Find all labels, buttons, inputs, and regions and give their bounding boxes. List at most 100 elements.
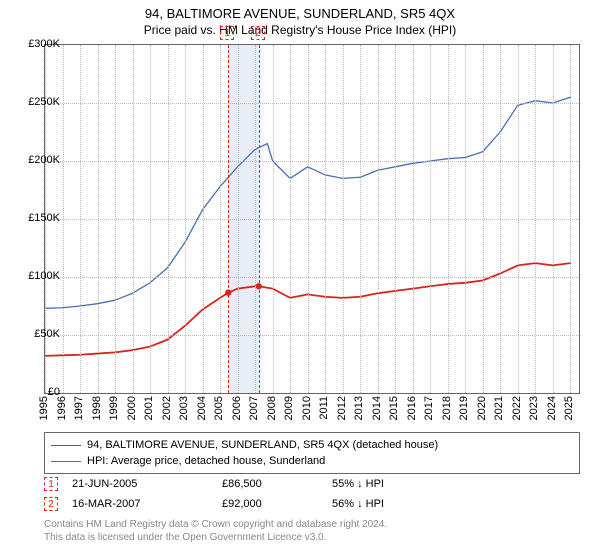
gridline-v [413, 45, 414, 393]
title-area: 94, BALTIMORE AVENUE, SUNDERLAND, SR5 4Q… [0, 0, 600, 37]
ytick-label: £200K [28, 154, 60, 166]
xtick-label: 2019 [458, 396, 470, 420]
xtick-label: 2005 [213, 396, 225, 420]
xtick-label: 1999 [108, 396, 120, 420]
gridline-v [115, 45, 116, 393]
gridline-h [45, 277, 579, 278]
sales-table: 1 21-JUN-2005£86,50055% ↓ HPI 2 16-MAR-2007… [44, 474, 580, 514]
xtick-label: 2007 [248, 396, 260, 420]
gridline-v [185, 45, 186, 393]
gridline-v [483, 45, 484, 393]
chart-title: 94, BALTIMORE AVENUE, SUNDERLAND, SR5 4Q… [0, 6, 600, 21]
sales-row-date: 21-JUN-2005 [72, 478, 222, 490]
gridline-v [570, 45, 571, 393]
gridline-v [360, 45, 361, 393]
xtick-label: 2021 [493, 396, 505, 420]
gridline-v [325, 45, 326, 393]
sales-row-marker: 1 [44, 477, 58, 491]
sale-marker-number: 2 [251, 26, 265, 40]
legend-swatch [51, 461, 81, 462]
sale-marker-line [259, 45, 260, 393]
xtick-label: 2004 [196, 396, 208, 420]
xtick-label: 2010 [301, 396, 313, 420]
attribution: Contains HM Land Registry data © Crown c… [44, 518, 580, 544]
legend-item: HPI: Average price, detached house, Sund… [51, 453, 573, 469]
ytick-label: £250K [28, 96, 60, 108]
gridline-v [553, 45, 554, 393]
xtick-label: 2009 [283, 396, 295, 420]
gridline-v [343, 45, 344, 393]
xtick-label: 2012 [336, 396, 348, 420]
sale-marker-line [228, 45, 229, 393]
sales-row-price: £86,500 [222, 478, 332, 490]
gridline-v [255, 45, 256, 393]
gridline-v [98, 45, 99, 393]
gridline-v [203, 45, 204, 393]
xtick-label: 2014 [371, 396, 383, 420]
xtick-label: 1998 [91, 396, 103, 420]
gridline-v [430, 45, 431, 393]
xtick-label: 2024 [546, 396, 558, 420]
gridline-v [63, 45, 64, 393]
ytick-label: £150K [28, 212, 60, 224]
legend-label: HPI: Average price, detached house, Sund… [87, 455, 325, 467]
xtick-label: 2013 [353, 396, 365, 420]
sales-row: 2 16-MAR-2007£92,00056% ↓ HPI [44, 494, 580, 514]
sales-row-pct: 55% ↓ HPI [332, 478, 482, 490]
gridline-h [45, 161, 579, 162]
ytick-label: £50K [34, 328, 60, 340]
ytick-label: £100K [28, 270, 60, 282]
xtick-label: 2011 [318, 396, 330, 420]
gridline-h [45, 335, 579, 336]
xtick-label: 1997 [73, 396, 85, 420]
legend-item: 94, BALTIMORE AVENUE, SUNDERLAND, SR5 4Q… [51, 437, 573, 453]
gridline-v [500, 45, 501, 393]
gridline-h [45, 103, 579, 104]
gridline-v [518, 45, 519, 393]
xtick-label: 2016 [406, 396, 418, 420]
xtick-label: 2025 [563, 396, 575, 420]
xtick-label: 2017 [423, 396, 435, 420]
gridline-v [378, 45, 379, 393]
xtick-label: 2006 [231, 396, 243, 420]
sale-marker-number: 1 [220, 26, 234, 40]
gridline-v [535, 45, 536, 393]
gridline-v [238, 45, 239, 393]
gridline-v [395, 45, 396, 393]
plot-area [44, 44, 580, 394]
xtick-label: 2000 [126, 396, 138, 420]
gridline-v [273, 45, 274, 393]
sales-row-price: £92,000 [222, 498, 332, 510]
gridline-v [220, 45, 221, 393]
xtick-label: 2018 [441, 396, 453, 420]
attribution-line-2: This data is licensed under the Open Gov… [44, 531, 580, 544]
sales-row: 1 21-JUN-2005£86,50055% ↓ HPI [44, 474, 580, 494]
ytick-label: £300K [28, 38, 60, 50]
xtick-label: 1996 [56, 396, 68, 420]
attribution-line-1: Contains HM Land Registry data © Crown c… [44, 518, 580, 531]
xtick-label: 2020 [476, 396, 488, 420]
gridline-v [133, 45, 134, 393]
gridline-h [45, 219, 579, 220]
gridline-v [448, 45, 449, 393]
xtick-label: 1995 [38, 396, 50, 420]
xtick-label: 2003 [178, 396, 190, 420]
gridline-v [168, 45, 169, 393]
gridline-v [465, 45, 466, 393]
xtick-label: 2022 [511, 396, 523, 420]
chart-container: 94, BALTIMORE AVENUE, SUNDERLAND, SR5 4Q… [0, 0, 600, 560]
gridline-v [308, 45, 309, 393]
legend-swatch [51, 445, 81, 446]
sales-row-marker: 2 [44, 497, 58, 511]
legend-label: 94, BALTIMORE AVENUE, SUNDERLAND, SR5 4Q… [87, 439, 438, 451]
xtick-label: 2015 [388, 396, 400, 420]
legend: 94, BALTIMORE AVENUE, SUNDERLAND, SR5 4Q… [44, 432, 580, 474]
xtick-label: 2002 [161, 396, 173, 420]
gridline-v [290, 45, 291, 393]
gridline-v [80, 45, 81, 393]
chart-subtitle: Price paid vs. HM Land Registry's House … [0, 23, 600, 37]
sales-row-pct: 56% ↓ HPI [332, 498, 482, 510]
xtick-label: 2008 [266, 396, 278, 420]
xtick-label: 2023 [528, 396, 540, 420]
sales-row-date: 16-MAR-2007 [72, 498, 222, 510]
